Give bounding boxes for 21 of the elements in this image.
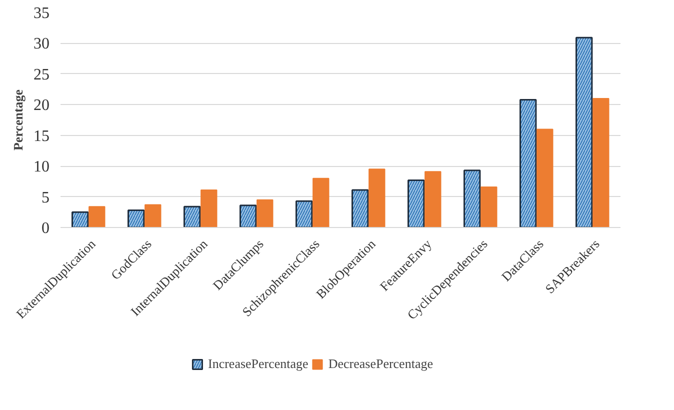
bar [592,98,610,228]
bar [536,128,554,228]
y-tick-label: 25 [34,66,50,84]
y-tick-label: 35 [34,5,50,22]
bar [368,168,386,228]
bar [256,199,274,228]
bar [200,190,218,228]
y-tick-label: 10 [34,158,50,176]
y-tick-label: 30 [34,36,50,53]
bar [424,171,442,228]
legend-label: IncreasePercentage [208,356,308,372]
y-tick-label: 20 [34,97,50,114]
y-tick-label: 15 [34,128,50,145]
y-tick-label: 0 [42,220,50,237]
bar [144,204,162,228]
y-axis-title: Percentage [10,89,26,151]
bar [88,206,106,228]
bar [480,186,498,228]
bar [312,178,330,228]
y-tick-label: 5 [42,189,50,206]
legend-label: DecreasePercentage [328,356,433,372]
